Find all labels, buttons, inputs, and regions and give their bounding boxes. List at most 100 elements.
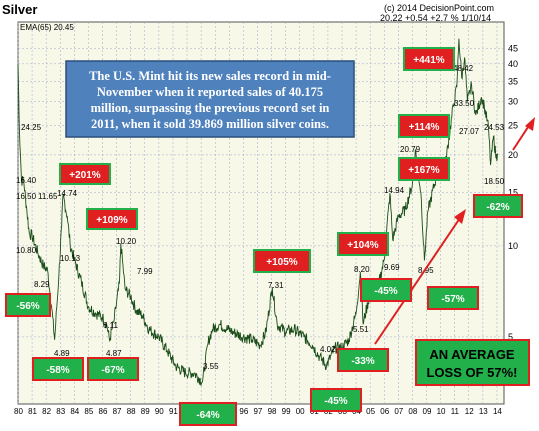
- badge-gain: +109%: [86, 208, 138, 230]
- x-tick-label: 97: [253, 407, 262, 416]
- x-tick-label: 89: [141, 407, 150, 416]
- x-tick-label: 08: [408, 407, 417, 416]
- badge-label: -45%: [324, 396, 347, 407]
- badge-label: +105%: [266, 257, 298, 268]
- y-tick-label: 25: [508, 121, 518, 131]
- price-label: 8.20: [354, 265, 370, 274]
- badge-loss: -57%: [427, 286, 479, 310]
- price-label: 8.29: [34, 280, 50, 289]
- price-label: 4.02: [320, 345, 336, 354]
- average-loss-box: AN AVERAGE LOSS OF 57%!: [415, 339, 530, 386]
- chart-title: Silver: [2, 2, 37, 17]
- x-tick-label: 14: [493, 407, 502, 416]
- average-line-2: LOSS OF 57%!: [426, 365, 517, 380]
- badge-box: [473, 194, 523, 218]
- note-line-1: The U.S. Mint hit its new sales record i…: [89, 69, 331, 83]
- price-label: 24.53: [484, 123, 505, 132]
- y-tick-label: 10: [508, 241, 518, 251]
- badge-box: [360, 278, 412, 302]
- price-label: 11.65: [38, 192, 58, 201]
- price-label: 48.42: [453, 64, 474, 73]
- badge-label: -64%: [196, 410, 219, 421]
- x-axis-ticks: 8081828384858687888990919293949596979899…: [14, 407, 502, 416]
- y-tick-label: 45: [508, 43, 518, 53]
- badge-box: [5, 293, 51, 317]
- price-label: 7.31: [268, 281, 284, 290]
- x-tick-label: 99: [282, 407, 291, 416]
- price-label: 7.99: [137, 267, 153, 276]
- x-tick-label: 13: [479, 407, 488, 416]
- badge-box: [398, 157, 450, 181]
- price-label: 33.50: [454, 99, 475, 108]
- trend-arrows: [374, 117, 535, 345]
- price-label: 9.69: [384, 263, 400, 272]
- price-label: 6.11: [103, 321, 119, 330]
- x-tick-label: 98: [268, 407, 277, 416]
- price-label: 10.80: [16, 246, 37, 255]
- mint-sales-note: The U.S. Mint hit its new sales record i…: [65, 60, 355, 138]
- note-line-3: million, surpassing the previous record …: [91, 101, 330, 115]
- price-label: 16.40: [16, 176, 37, 185]
- badge-gain: +114%: [398, 114, 450, 138]
- badge-loss: -56%: [5, 293, 51, 317]
- price-label: 16.50: [16, 192, 37, 201]
- price-label: 3.55: [203, 362, 219, 371]
- badge-box: [427, 286, 479, 310]
- arrow-to-minus-62: [374, 217, 461, 345]
- badge-box: [59, 163, 111, 185]
- badge-box: [87, 357, 139, 381]
- badge-label: -57%: [441, 294, 464, 305]
- arrow-head-minus-62: [454, 209, 466, 224]
- badge-label: -33%: [351, 356, 374, 367]
- y-tick-label: 15: [508, 188, 518, 198]
- badge-label: -56%: [16, 301, 39, 312]
- y-tick-label: 40: [508, 59, 518, 69]
- price-label: 20.79: [400, 145, 421, 154]
- price-labels: 24.25 16.40 16.50 11.65 14.74 10.80 10.13 8.29 4…: [16, 64, 505, 371]
- badge-label: -45%: [374, 286, 397, 297]
- price-label: 18.50: [484, 177, 505, 186]
- x-tick-label: 00: [296, 407, 305, 416]
- x-tick-label: 80: [14, 407, 23, 416]
- y-axis-ticks: 5 10 15 20 25 30 35 40 45: [508, 43, 518, 342]
- badge-label: +104%: [347, 240, 379, 251]
- price-label: 8.95: [418, 266, 434, 275]
- badge-gain: +104%: [337, 232, 389, 256]
- badge-gain: +441%: [403, 47, 455, 71]
- badge-label: -58%: [46, 365, 69, 376]
- x-tick-label: 10: [437, 407, 446, 416]
- x-tick-label: 07: [394, 407, 403, 416]
- price-label: 10.13: [60, 254, 81, 263]
- badge-box: [403, 47, 455, 71]
- badge-label: +114%: [409, 122, 440, 133]
- y-tick-label: 35: [508, 76, 518, 86]
- x-tick-label: 06: [380, 407, 389, 416]
- price-label: 10.20: [116, 237, 137, 246]
- x-tick-label: 85: [84, 407, 93, 416]
- average-line-1: AN AVERAGE: [429, 347, 515, 362]
- price-label: 24.25: [21, 123, 42, 132]
- badge-box: [337, 348, 389, 372]
- badge-loss: -67%: [87, 357, 139, 381]
- x-tick-label: 82: [42, 407, 51, 416]
- price-label: 14.94: [384, 186, 405, 195]
- ema-legend: EMA(65) 20.45: [20, 23, 74, 32]
- badge-box: [32, 357, 84, 381]
- badge-loss: -45%: [310, 388, 362, 412]
- badge-box: [398, 114, 450, 138]
- badge-gain: +105%: [253, 249, 311, 273]
- price-label: 4.89: [54, 349, 70, 358]
- y-tick-label: 30: [508, 97, 518, 107]
- badge-gain: +201%: [59, 163, 111, 185]
- price-label: 5.51: [353, 325, 369, 334]
- badge-loss: -33%: [337, 348, 389, 372]
- badge-loss: -62%: [473, 194, 523, 218]
- price-label: 27.07: [459, 127, 480, 136]
- arrow-head-up-right: [525, 117, 535, 131]
- badge-box: [253, 249, 311, 273]
- badge-loss: -64%: [179, 402, 237, 426]
- x-tick-label: 91: [169, 407, 178, 416]
- x-tick-label: 96: [239, 407, 248, 416]
- source-label: (c) 2014 DecisionPoint.com: [384, 3, 494, 13]
